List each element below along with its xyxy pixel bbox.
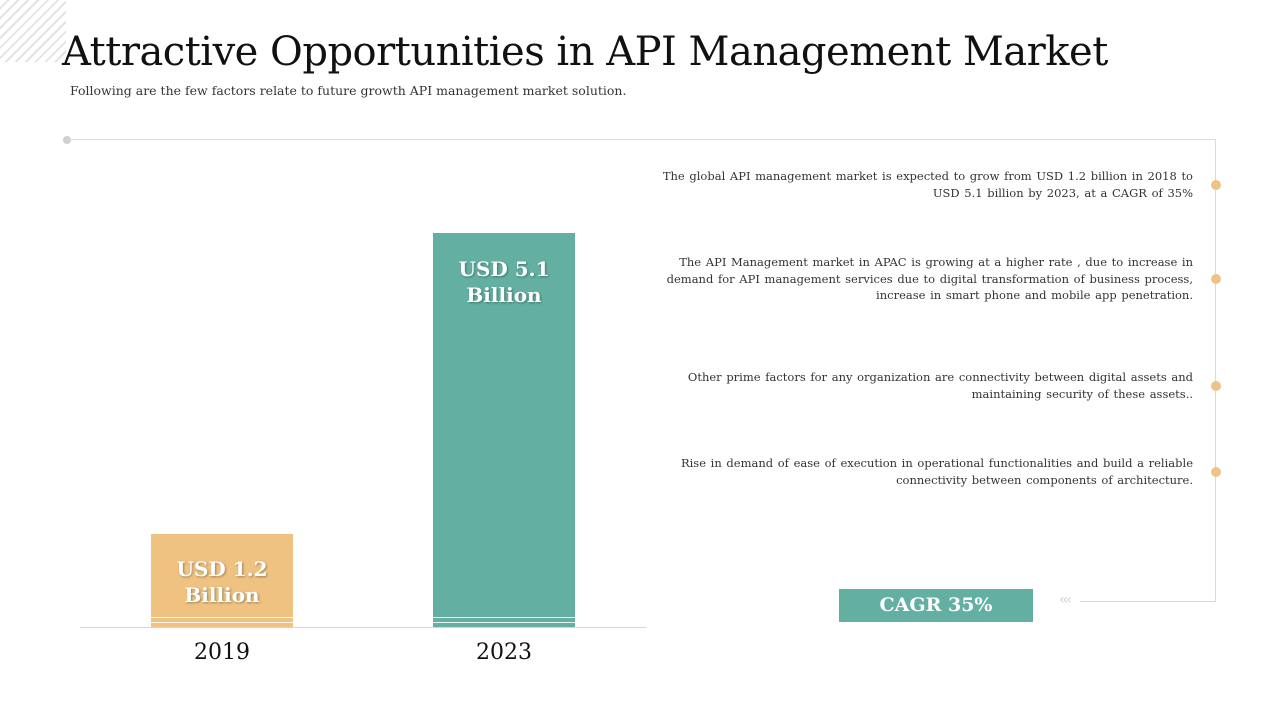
point-dot-4	[1211, 467, 1221, 477]
point-text-3: Other prime factors for any organization…	[687, 370, 1193, 401]
x-tick-label-2019: 2019	[194, 640, 250, 665]
bar-2019: USD 1.2 Billion	[151, 534, 293, 627]
corner-decoration	[0, 0, 66, 62]
bar-value-label-2019: USD 1.2 Billion	[176, 557, 268, 607]
point-text-1: The global API management market is expe…	[662, 169, 1193, 200]
point-text-2: The API Management market in APAC is gro…	[666, 255, 1193, 302]
bar-stripe	[151, 622, 293, 623]
frame-bottom-line	[1080, 601, 1216, 602]
frame-start-dot	[63, 136, 71, 144]
point-dot-2	[1211, 274, 1221, 284]
page-subtitle: Following are the few factors relate to …	[70, 83, 627, 98]
bar-stripe	[433, 617, 575, 618]
bar-value-label-2023: USD 5.1 Billion	[458, 257, 550, 307]
page-title: Attractive Opportunities in API Manageme…	[62, 29, 1108, 75]
frame-top-line	[67, 139, 1215, 140]
bar-stripe	[433, 622, 575, 623]
bar-stripe	[151, 617, 293, 618]
x-tick-label-2023: 2023	[476, 640, 532, 665]
bar-2023: USD 5.1 Billion	[433, 233, 575, 627]
point-text-4: Rise in demand of ease of execution in o…	[680, 456, 1193, 487]
chevrons-left-icon: ‹‹‹	[1059, 592, 1072, 608]
frame-right-line	[1215, 139, 1216, 602]
x-axis-line	[80, 627, 646, 628]
point-dot-3	[1211, 381, 1221, 391]
point-dot-1	[1211, 180, 1221, 190]
cagr-badge: CAGR 35%	[839, 589, 1033, 622]
